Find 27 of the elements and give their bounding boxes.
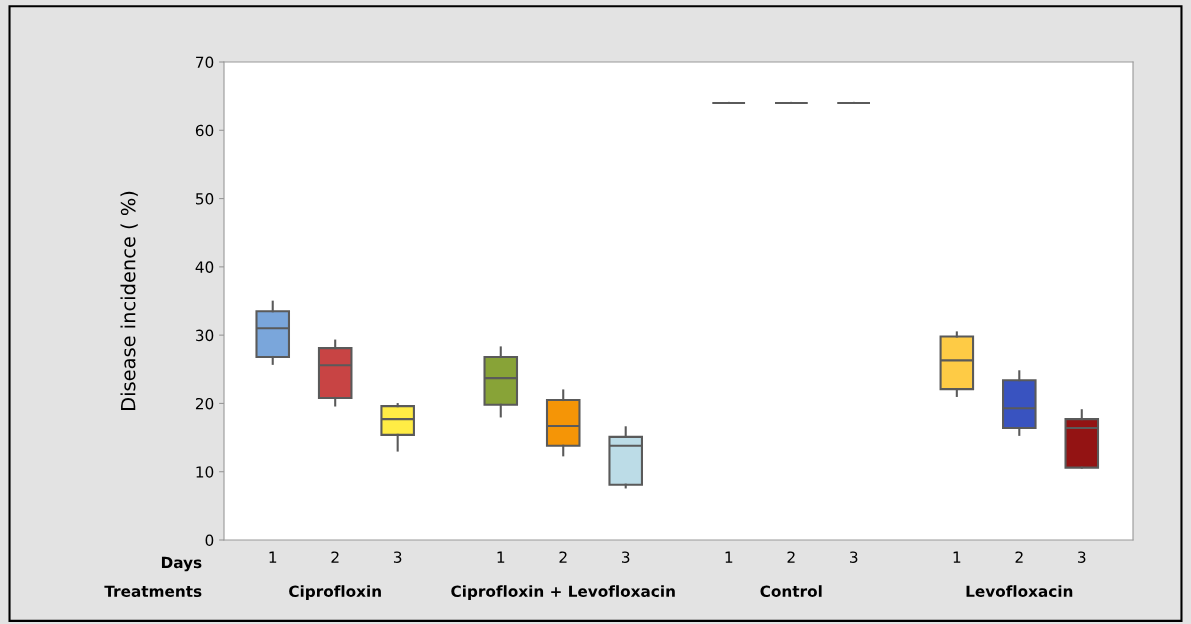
text: Ciprofloxin + Levofloxacin bbox=[451, 585, 675, 600]
x-tick-label: 2 bbox=[787, 551, 795, 563]
y-tick-label: 0 bbox=[205, 534, 214, 547]
y-axis-title: Disease incidence ( %) bbox=[120, 191, 138, 410]
y-tick-label: 60 bbox=[195, 124, 214, 137]
x-tick-label: 1 bbox=[497, 551, 505, 563]
x-tick-label: 2 bbox=[1015, 551, 1023, 563]
y-tick-label: 70 bbox=[196, 56, 214, 69]
text: Days bbox=[161, 556, 202, 572]
text: Ciprofloxin bbox=[289, 585, 381, 600]
y-tick-label: 20 bbox=[195, 397, 214, 410]
x-tick-label: 3 bbox=[622, 551, 630, 563]
x-tick-label: 2 bbox=[331, 551, 339, 563]
y-tick-label: 10 bbox=[196, 466, 214, 478]
text: Control bbox=[760, 585, 822, 598]
x-tick-label: 1 bbox=[269, 551, 277, 563]
text: Levofloxacin bbox=[966, 585, 1073, 598]
x-tick-label: 3 bbox=[393, 551, 402, 563]
x-tick-label: 3 bbox=[850, 551, 858, 563]
x-tick-label: 1 bbox=[953, 551, 961, 563]
x-tick-label: 3 bbox=[1078, 551, 1086, 563]
x-tick-label: 1 bbox=[725, 551, 733, 563]
y-tick-label: 40 bbox=[195, 261, 214, 273]
y-tick-label: 30 bbox=[196, 329, 214, 342]
x-tick-label: 2 bbox=[559, 551, 567, 563]
text: Treatments bbox=[104, 585, 202, 598]
y-tick-label: 50 bbox=[196, 193, 214, 205]
